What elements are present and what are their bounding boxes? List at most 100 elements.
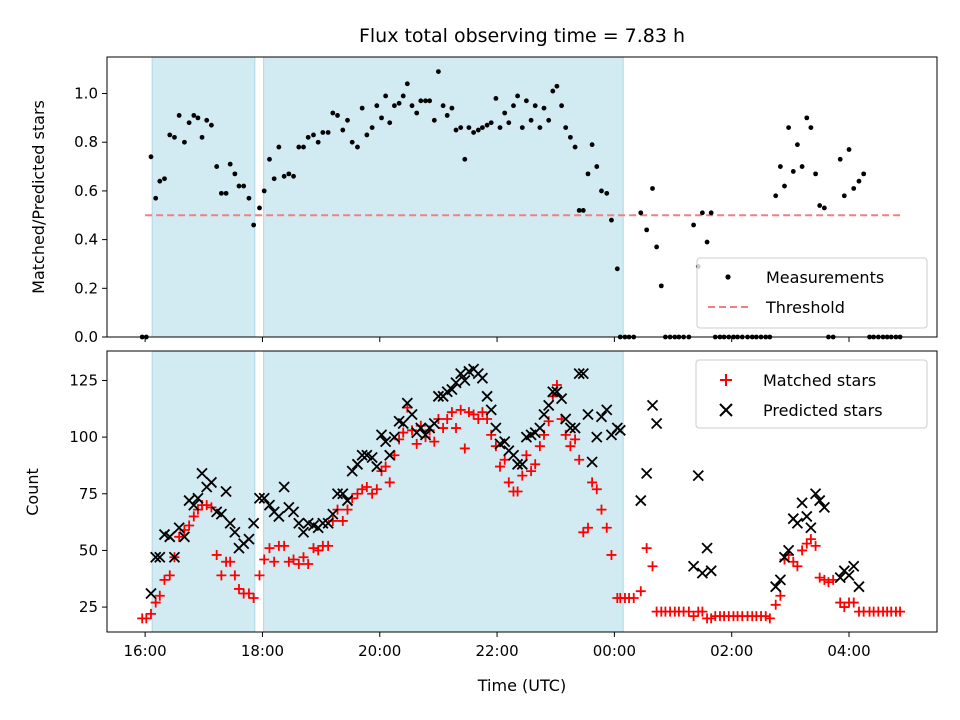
predicted-star-point [573,368,585,380]
measurement-point [466,125,472,131]
measurement-point [691,222,696,228]
measurement-point [614,266,620,272]
matched-star-point [688,611,699,622]
predicted-star-point [547,386,559,398]
matched-star-point [810,540,821,551]
matched-star-point [174,531,185,542]
measurement-point [856,178,862,184]
predicted-star-point [582,408,594,421]
matched-star-point [141,613,152,624]
predicted-star-point [814,494,826,507]
matched-star-point [225,556,236,567]
predicted-star-point [485,404,497,416]
matched-star-point [429,436,440,447]
measurement-point [267,156,272,162]
predicted-star-point [178,531,191,543]
matched-star-point [697,606,708,617]
y-tick-label: 0.4 [74,231,98,249]
predicted-star-point [248,517,260,529]
matched-star-point [371,484,382,495]
x-tick-label: 22:00 [475,642,518,660]
predicted-star-point [215,508,228,520]
predicted-star-point [406,408,418,421]
matched-star-point [473,413,484,424]
predicted-star-point [419,429,432,441]
measurement-point [374,103,380,109]
measurement-point [241,183,247,189]
matched-star-point [269,556,280,567]
matched-star-point [814,572,825,583]
predicted-star-point [297,526,310,538]
legend-measurements-label: Measurements [766,268,884,287]
predicted-star-point [287,506,300,518]
predicted-star-point [455,368,467,380]
matched-star-point [828,574,839,585]
predicted-star-point [173,522,185,534]
matched-star-points [137,379,906,624]
measurement-point [790,169,796,174]
matched-star-point [477,407,488,418]
measurement-point [585,171,591,177]
measurement-point [276,144,282,150]
matched-star-point [248,593,259,604]
matched-star-point [216,570,227,581]
matched-star-point [775,590,786,601]
predicted-star-point [331,488,344,500]
measurement-point [704,239,710,245]
matched-star-point [229,570,240,581]
measurement-point [172,134,177,140]
measurement-point [528,117,534,123]
measurement-point [214,164,220,169]
measurement-point [537,125,543,131]
y-tick-label: 25 [79,598,98,616]
predicted-star-point [196,467,208,480]
measurement-point [355,144,360,150]
predicted-star-point [205,476,218,489]
matched-star-point [442,413,453,424]
predicted-star-point [791,517,804,529]
x-axis-label: Time (UTC) [477,676,566,695]
matched-star-point [797,545,808,556]
y-tick-label: 75 [79,485,98,503]
predicted-star-point [490,422,502,434]
measurement-point [204,117,210,123]
matched-star-point [582,522,593,533]
matched-star-point [459,443,470,454]
matched-star-point [201,500,212,511]
top-shaded-intervals [151,56,624,338]
predicted-star-point [229,526,241,538]
matched-star-point [455,404,466,415]
measurement-point [453,127,459,133]
measurement-point [488,120,494,126]
measurement-point [532,103,538,109]
measurement-point [423,98,428,104]
predicted-star-point [258,492,270,504]
measurement-point [404,81,410,87]
top-legend-frame [696,257,928,329]
predicted-star-point [853,581,865,593]
predicted-star-point [595,411,608,423]
measurement-point [497,125,503,131]
predicted-star-point [388,431,401,443]
measurement-point [301,144,306,150]
measurement-point [609,217,614,223]
matched-star-point [357,484,368,495]
bottom-x-ticks: 16:00 18:00 20:00 22:00 00:00 02:00 04:00 [124,632,871,660]
matched-star-point [463,407,474,418]
matched-star-point [895,606,906,617]
measurement-point [291,173,296,179]
matched-star-point [823,577,834,588]
matched-star-point [792,561,803,572]
measurement-point [414,110,420,116]
predicted-star-point [601,404,613,416]
measurement-point [325,130,331,135]
matched-star-point [164,570,175,581]
measurement-point [449,105,455,111]
measurement-point [638,210,644,216]
bottom-y-axis-label: Count [23,468,42,516]
measurement-point [209,122,214,128]
matched-star-point [361,481,372,492]
matched-star-point [512,486,523,497]
matched-star-point [565,441,576,452]
measurement-point [218,190,224,196]
